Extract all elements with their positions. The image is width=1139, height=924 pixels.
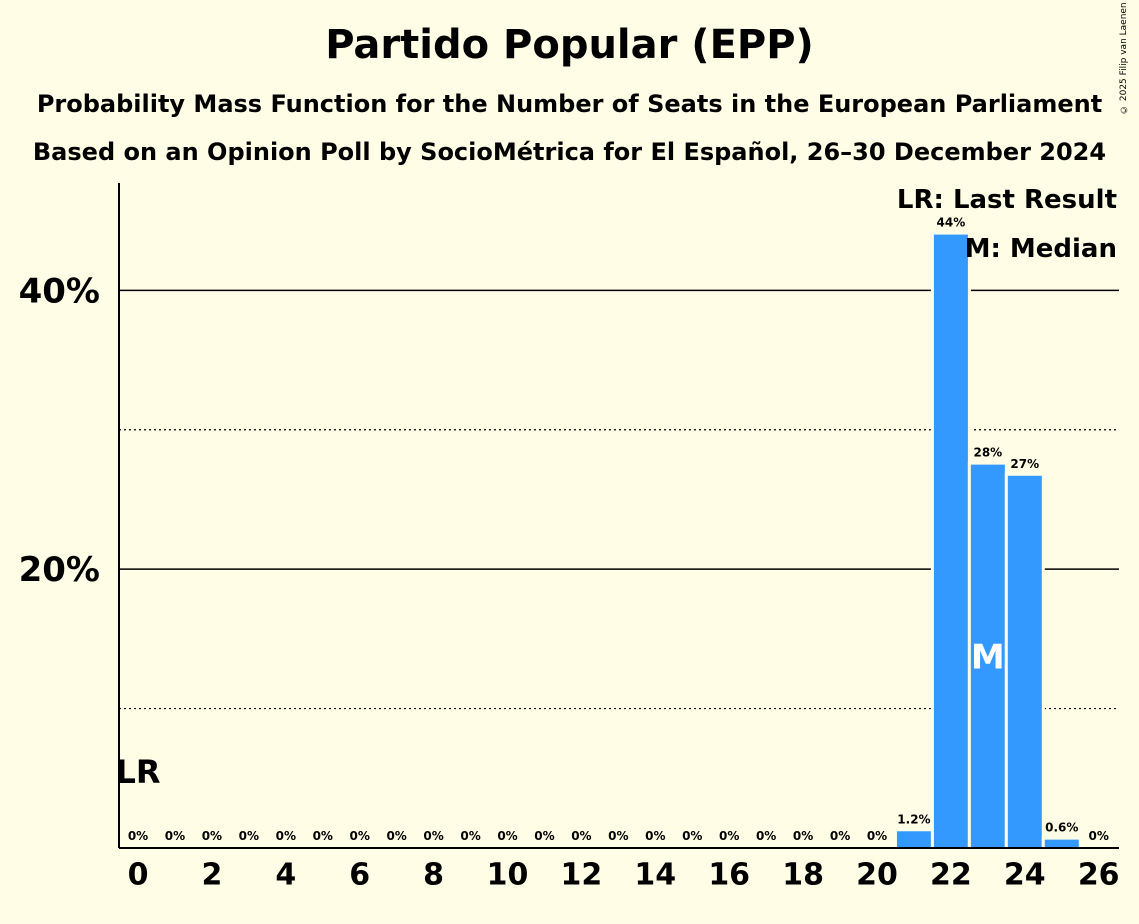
value-label: 0% (165, 829, 185, 843)
value-label: 0% (793, 829, 813, 843)
legend-median: M: Median (965, 234, 1117, 264)
value-label: 0% (1089, 829, 1109, 843)
legend: LR: Last Result M: Median (897, 185, 1117, 264)
value-label: 0% (497, 829, 517, 843)
x-tick-label: 4 (275, 858, 296, 893)
value-label: 0% (423, 829, 443, 843)
value-label: 0% (386, 829, 406, 843)
value-label: 44% (937, 216, 966, 230)
x-tick-label: 10 (487, 858, 529, 893)
value-label: 0% (756, 829, 776, 843)
bar (1044, 839, 1079, 848)
x-tick-label: 16 (708, 858, 750, 893)
x-tick-label: 18 (782, 858, 824, 893)
value-label: 0.6% (1045, 821, 1078, 835)
value-label: 0% (682, 829, 702, 843)
value-label: 0% (830, 829, 850, 843)
x-tick-label: 12 (561, 858, 603, 893)
bars (893, 231, 1082, 848)
value-label: 27% (1010, 457, 1039, 471)
x-tick-label: 0 (128, 858, 149, 893)
y-tick-label: 40% (19, 271, 100, 311)
x-tick-label: 6 (349, 858, 370, 893)
y-tick-label: 20% (19, 550, 100, 590)
x-tick-label: 22 (930, 858, 972, 893)
value-label: 0% (608, 829, 628, 843)
value-label: 0% (313, 829, 333, 843)
x-tick-label: 8 (423, 858, 444, 893)
last-result-marker: LR (115, 753, 160, 791)
axes: 20%40%0 2 4 6 8 10 12 14 16 18 20 22 24 26 (19, 183, 1120, 893)
value-label: 0% (239, 829, 259, 843)
x-tick-label: 24 (1004, 858, 1046, 893)
chart-title: Partido Popular (EPP) (325, 22, 814, 68)
x-tick-label: 26 (1078, 858, 1120, 893)
x-tick-label: 2 (201, 858, 222, 893)
value-label: 28% (973, 446, 1002, 460)
bar (896, 831, 931, 848)
value-label: 0% (571, 829, 591, 843)
value-label: 0% (867, 829, 887, 843)
chart-subtitle-source: Based on an Opinion Poll by SocioMétrica… (32, 138, 1107, 166)
median-marker: M (971, 637, 1005, 677)
bar (933, 234, 968, 848)
value-label: 0% (645, 829, 665, 843)
value-label: 1.2% (897, 812, 930, 826)
value-label: 0% (128, 829, 148, 843)
value-label: 0% (350, 829, 370, 843)
value-label: 0% (276, 829, 296, 843)
value-label: 0% (202, 829, 222, 843)
legend-last-result: LR: Last Result (897, 185, 1117, 215)
bar (970, 464, 1005, 848)
value-label: 0% (460, 829, 480, 843)
x-tick-label: 14 (634, 858, 676, 893)
value-labels: 0% 0% 0% 0% 0% 0% 0% 0% 0% 0% 0% 0% 0% 0% 0% 0% 0% 0% 0% 0%… (115, 216, 1108, 843)
bar (1007, 475, 1042, 848)
x-tick-label: 20 (856, 858, 898, 893)
chart-subtitle: Probability Mass Function for the Number… (36, 90, 1103, 118)
value-label: 0% (719, 829, 739, 843)
value-label: 0% (534, 829, 554, 843)
